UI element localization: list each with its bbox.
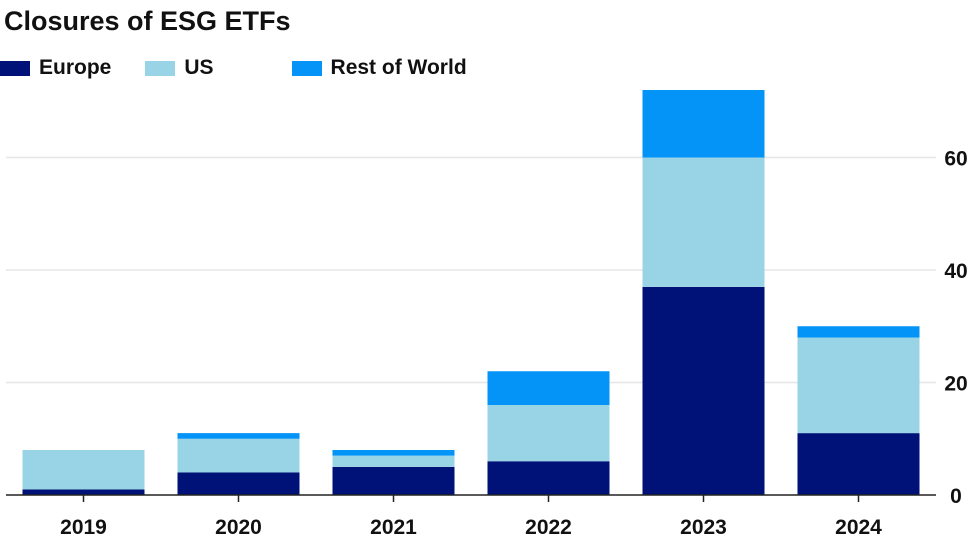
bar-europe-2024 bbox=[797, 433, 920, 495]
bar-us-2023 bbox=[642, 157, 765, 287]
chart-title: Closures of ESG ETFs bbox=[4, 6, 291, 36]
legend-label-europe: Europe bbox=[39, 56, 112, 79]
bar-europe-2019 bbox=[22, 489, 145, 495]
bar-rest-of-world-2020 bbox=[177, 433, 300, 439]
x-tick-label-2019: 2019 bbox=[60, 516, 107, 539]
x-tick-label-2023: 2023 bbox=[680, 516, 727, 539]
legend-item-us: US bbox=[145, 56, 214, 80]
bar-us-2019 bbox=[22, 450, 145, 490]
legend-item-rest-of-world: Rest of World bbox=[291, 56, 467, 80]
bar-rest-of-world-2024 bbox=[797, 326, 920, 338]
legend-swatch-us bbox=[145, 60, 176, 76]
bar-us-2024 bbox=[797, 337, 920, 434]
bar-rest-of-world-2023 bbox=[642, 90, 765, 158]
legend: Europe US Rest of World bbox=[0, 56, 501, 80]
y-tick-label-0: 0 bbox=[950, 485, 962, 508]
x-tick-label-2024: 2024 bbox=[835, 516, 882, 539]
legend-swatch-rest-of-world bbox=[291, 60, 322, 76]
bar-europe-2020 bbox=[177, 472, 300, 495]
y-tick-label-40: 40 bbox=[944, 260, 967, 283]
legend-item-europe: Europe bbox=[0, 56, 111, 80]
x-tick-label-2020: 2020 bbox=[215, 516, 262, 539]
bar-europe-2022 bbox=[487, 461, 610, 495]
legend-label-us: US bbox=[184, 56, 214, 79]
x-tick-label-2022: 2022 bbox=[525, 516, 572, 539]
y-tick-label-60: 60 bbox=[944, 148, 967, 171]
legend-swatch-europe bbox=[0, 60, 30, 76]
x-tick-label-2021: 2021 bbox=[370, 516, 417, 539]
bar-europe-2021 bbox=[332, 466, 455, 495]
bar-europe-2023 bbox=[642, 286, 765, 495]
y-tick-label-20: 20 bbox=[944, 373, 967, 396]
bar-us-2020 bbox=[177, 438, 300, 473]
legend-label-rest-of-world: Rest of World bbox=[330, 56, 467, 79]
bar-us-2022 bbox=[487, 405, 610, 462]
bar-us-2021 bbox=[332, 455, 455, 467]
bar-rest-of-world-2021 bbox=[332, 450, 455, 456]
bar-rest-of-world-2022 bbox=[487, 371, 610, 405]
